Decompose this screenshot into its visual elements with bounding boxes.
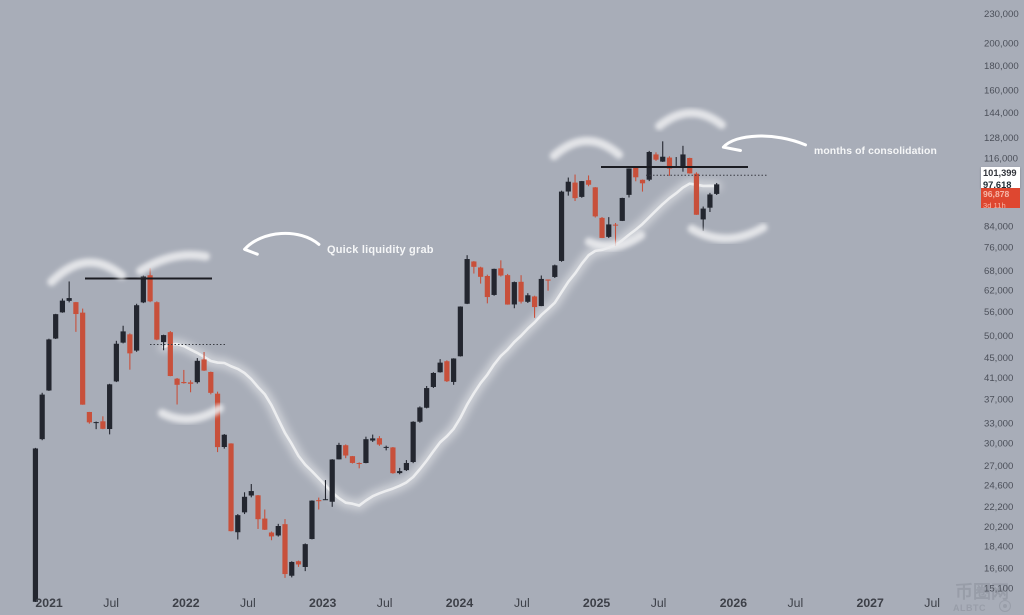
- svg-text:months of consolidation: months of consolidation: [814, 146, 937, 157]
- svg-text:2025: 2025: [583, 596, 611, 610]
- svg-text:Jul: Jul: [514, 596, 530, 610]
- svg-text:30,000: 30,000: [984, 439, 1013, 450]
- svg-text:116,000: 116,000: [984, 154, 1018, 165]
- svg-text:76,000: 76,000: [984, 243, 1013, 254]
- svg-text:2021: 2021: [35, 596, 63, 610]
- svg-text:Jul: Jul: [788, 596, 804, 610]
- svg-text:2024: 2024: [446, 596, 474, 610]
- svg-text:Jul: Jul: [103, 596, 119, 610]
- svg-text:180,000: 180,000: [984, 61, 1019, 72]
- svg-text:230,000: 230,000: [984, 9, 1019, 20]
- svg-text:15,100: 15,100: [984, 583, 1013, 594]
- svg-text:56,000: 56,000: [984, 307, 1013, 318]
- svg-text:41,000: 41,000: [984, 373, 1013, 384]
- svg-text:37,000: 37,000: [984, 394, 1013, 405]
- svg-text:2023: 2023: [309, 596, 337, 610]
- svg-text:2027: 2027: [857, 596, 885, 610]
- svg-text:84,000: 84,000: [984, 222, 1013, 233]
- svg-text:18,400: 18,400: [984, 542, 1013, 553]
- svg-text:2026: 2026: [720, 596, 748, 610]
- svg-text:16,600: 16,600: [984, 563, 1013, 574]
- svg-text:144,000: 144,000: [984, 108, 1019, 119]
- svg-text:Jul: Jul: [377, 596, 393, 610]
- svg-text:50,000: 50,000: [984, 331, 1013, 342]
- svg-text:Jul: Jul: [924, 596, 940, 610]
- svg-text:68,000: 68,000: [984, 266, 1013, 277]
- svg-text:Quick liquidity grab: Quick liquidity grab: [327, 244, 434, 256]
- svg-text:62,000: 62,000: [984, 286, 1013, 297]
- svg-text:24,600: 24,600: [984, 481, 1013, 492]
- svg-text:27,000: 27,000: [984, 461, 1013, 472]
- svg-text:Jul: Jul: [651, 596, 667, 610]
- svg-text:160,000: 160,000: [984, 86, 1019, 97]
- svg-text:45,000: 45,000: [984, 353, 1013, 364]
- svg-text:2022: 2022: [172, 596, 200, 610]
- svg-text:Jul: Jul: [240, 596, 256, 610]
- svg-text:128,000: 128,000: [984, 133, 1019, 144]
- svg-text:ALBTC: ALBTC: [953, 603, 986, 613]
- svg-text:20,200: 20,200: [984, 522, 1013, 533]
- svg-text:200,000: 200,000: [984, 39, 1019, 50]
- svg-text:22,200: 22,200: [984, 502, 1013, 513]
- svg-text:33,000: 33,000: [984, 419, 1013, 430]
